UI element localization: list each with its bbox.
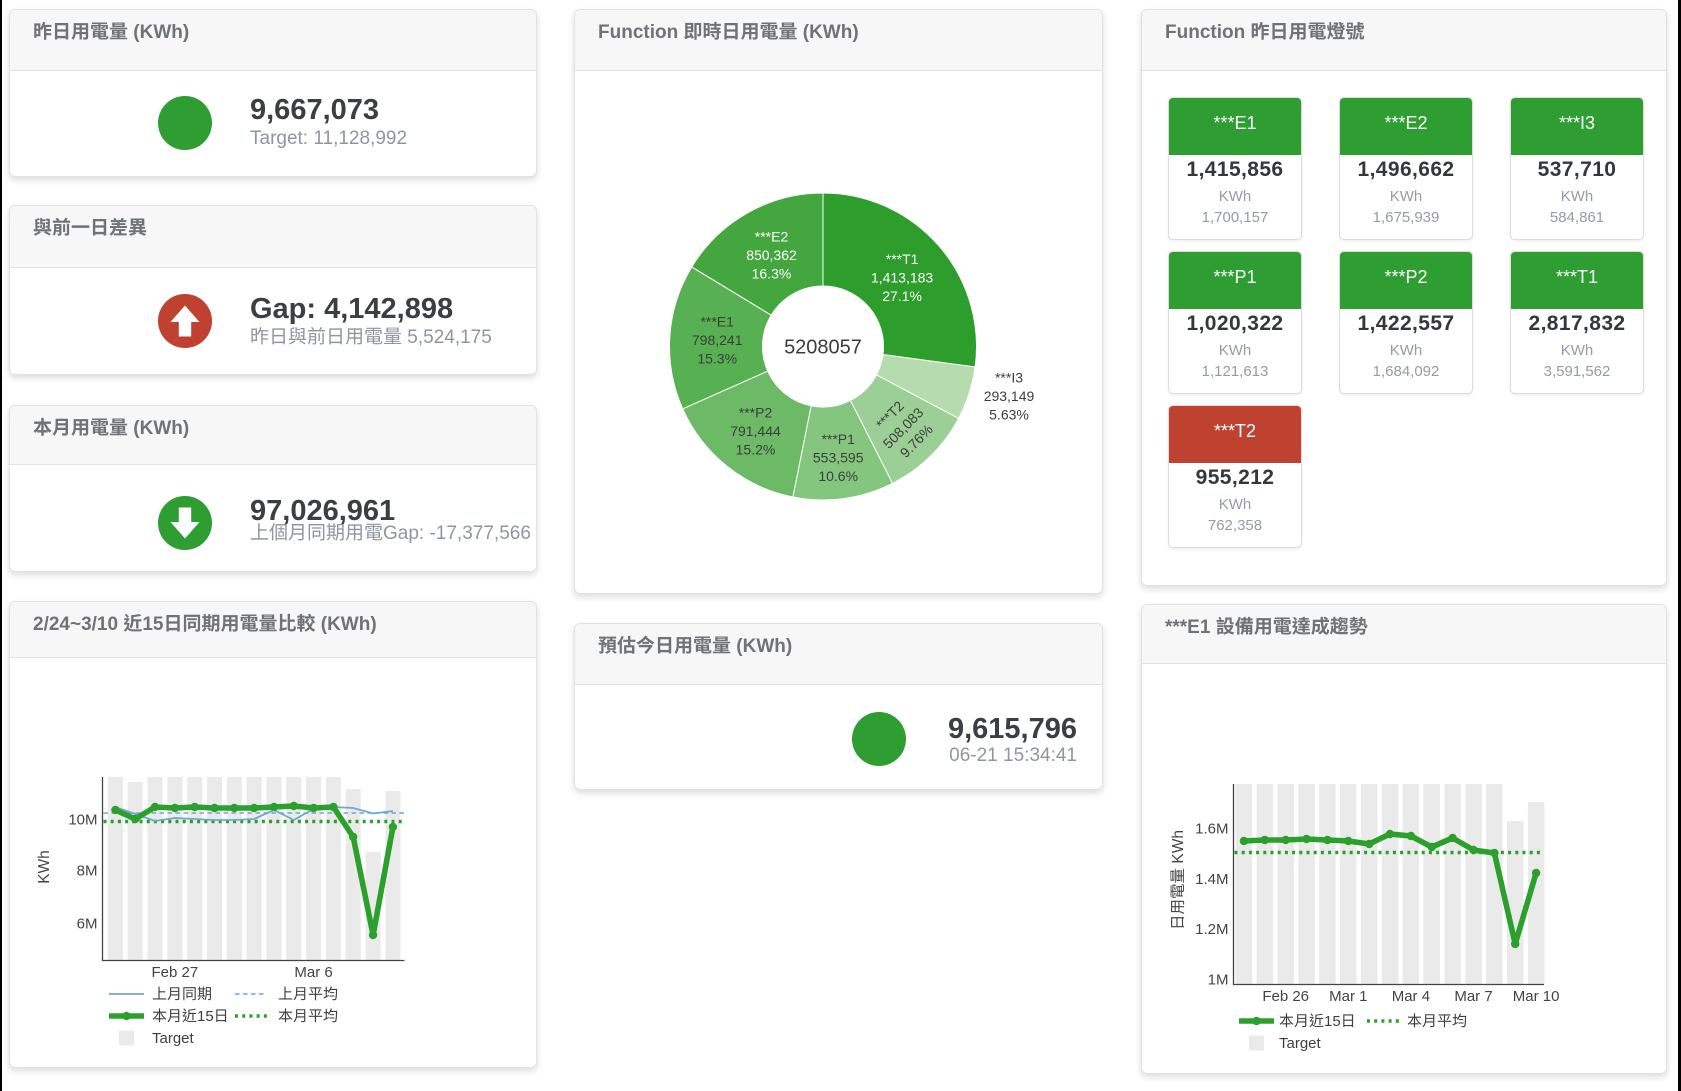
svg-text:Target: Target: [152, 1030, 195, 1047]
svg-text:Target: Target: [1279, 1035, 1322, 1052]
svg-text:5208057: 5208057: [784, 337, 862, 359]
svg-text:Mar 7: Mar 7: [1454, 988, 1492, 1005]
svg-text:Mar 6: Mar 6: [294, 964, 332, 981]
svg-text:KWh: KWh: [36, 850, 53, 884]
svg-text:1M: 1M: [1208, 972, 1229, 989]
svg-text:上月平均: 上月平均: [278, 986, 338, 1003]
svg-text:上月同期: 上月同期: [152, 986, 212, 1003]
svg-text:本月近15日: 本月近15日: [152, 1008, 229, 1025]
svg-text:Mar 10: Mar 10: [1513, 988, 1560, 1005]
svg-text:本月平均: 本月平均: [1407, 1013, 1467, 1030]
svg-text:日用電量 KWh: 日用電量 KWh: [1170, 830, 1187, 930]
svg-text:6M: 6M: [77, 916, 98, 933]
svg-text:1.4M: 1.4M: [1195, 871, 1228, 888]
svg-text:Mar 1: Mar 1: [1329, 988, 1367, 1005]
svg-text:本月平均: 本月平均: [278, 1008, 338, 1025]
svg-text:8M: 8M: [77, 863, 98, 880]
svg-text:1.2M: 1.2M: [1195, 921, 1228, 938]
svg-text:Feb 27: Feb 27: [152, 964, 199, 981]
svg-text:本月近15日: 本月近15日: [1279, 1013, 1356, 1030]
svg-text:Feb 26: Feb 26: [1262, 988, 1309, 1005]
svg-text:1.6M: 1.6M: [1195, 821, 1228, 838]
svg-text:10M: 10M: [68, 812, 97, 829]
svg-text:Mar 4: Mar 4: [1392, 988, 1430, 1005]
